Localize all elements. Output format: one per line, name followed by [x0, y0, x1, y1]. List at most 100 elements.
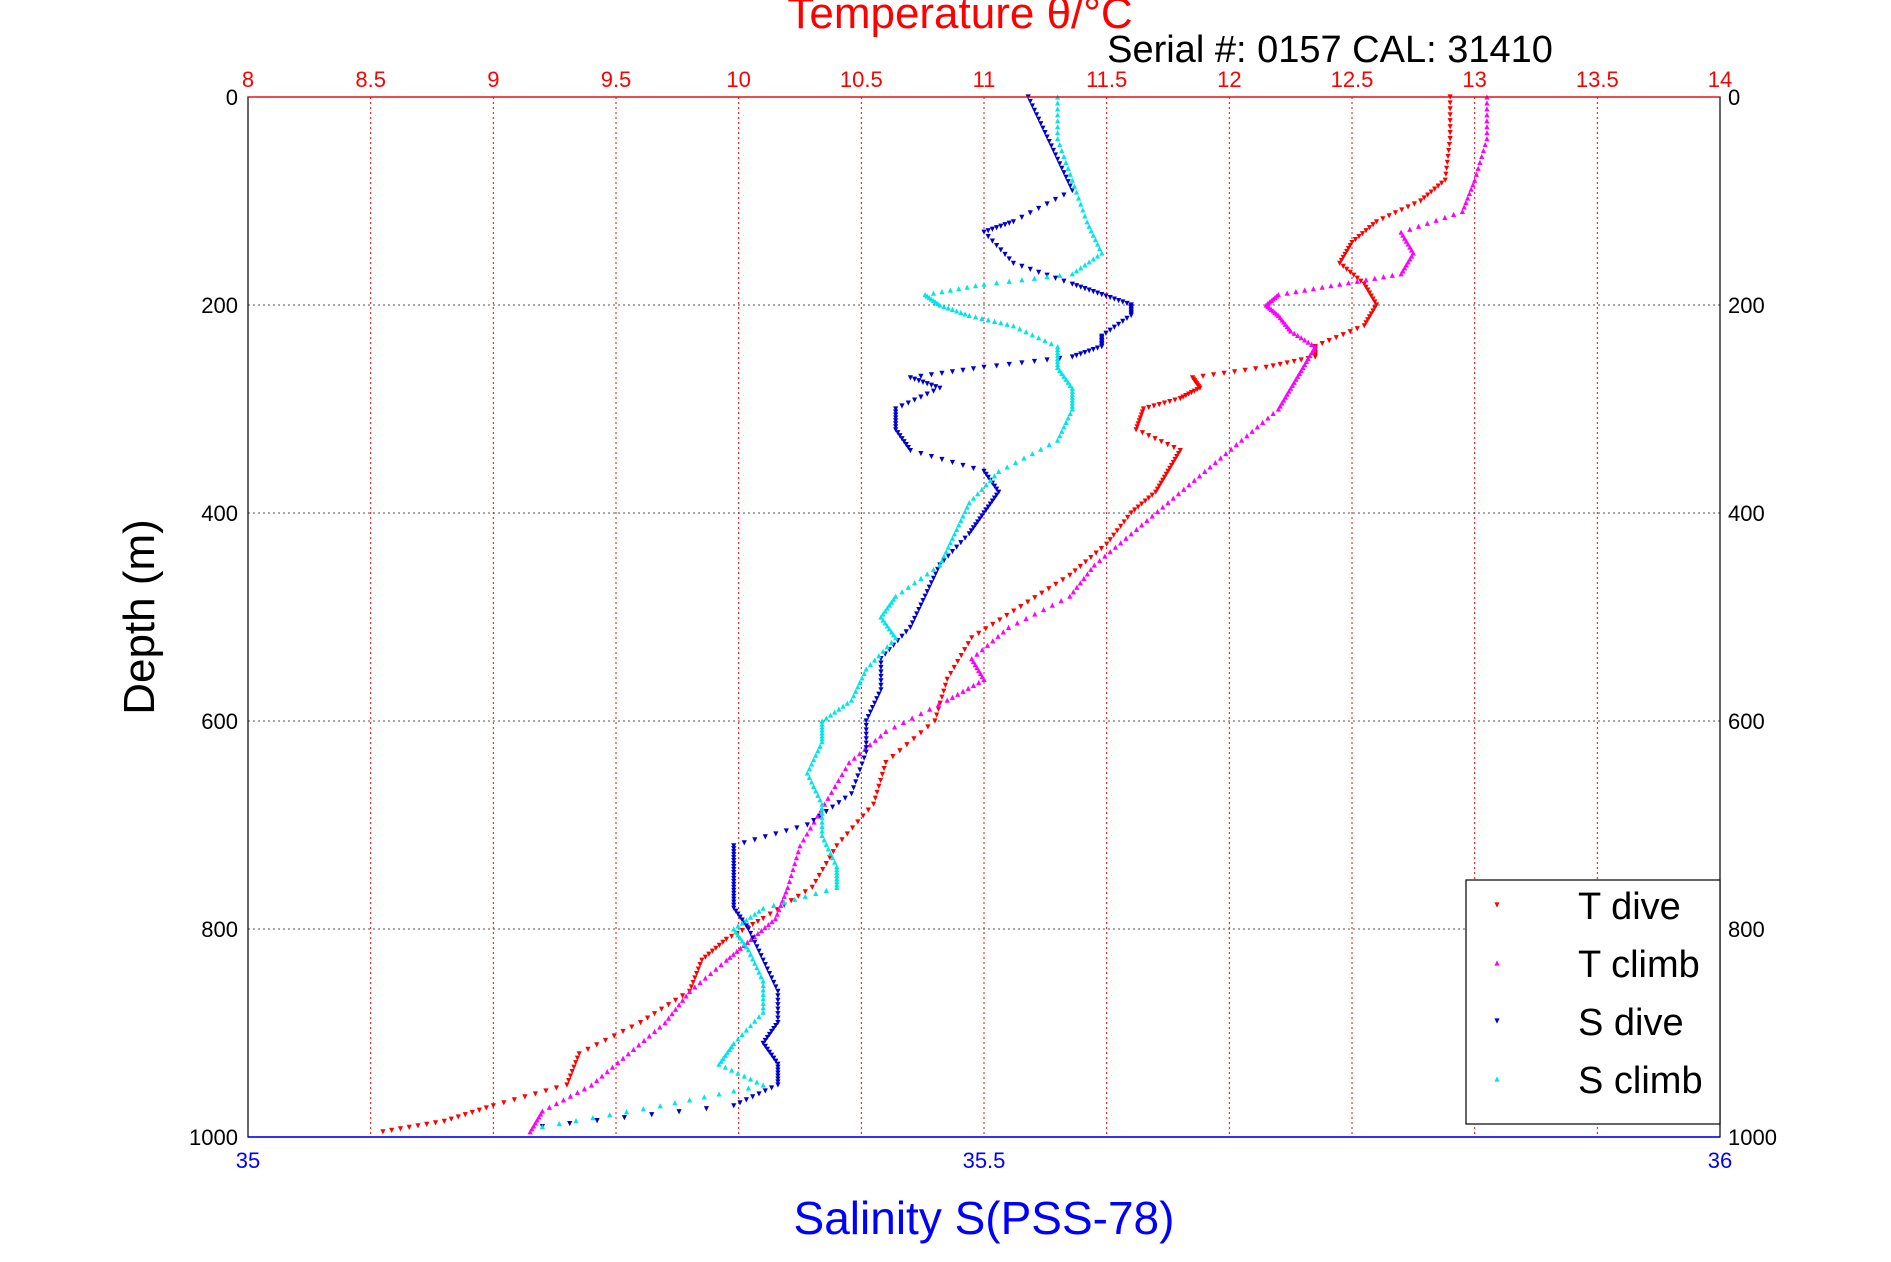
data-point [947, 540, 953, 546]
data-point [441, 1118, 447, 1124]
data-point [807, 825, 814, 831]
data-point [1175, 491, 1182, 497]
data-point [1004, 321, 1010, 327]
data-point [1270, 410, 1276, 417]
data-point [415, 1123, 421, 1129]
data-point [665, 1015, 672, 1021]
data-point [752, 1018, 758, 1024]
data-point [1368, 293, 1374, 299]
data-point [819, 814, 825, 821]
data-point [1181, 486, 1187, 492]
data-point [1239, 437, 1245, 443]
data-point [1055, 156, 1061, 162]
data-point [756, 948, 762, 954]
data-point [794, 825, 800, 831]
data-point [890, 596, 897, 602]
data-point [1065, 415, 1071, 421]
data-point [739, 1031, 745, 1038]
data-point [834, 878, 840, 885]
data-point [1275, 406, 1281, 412]
data-point [1052, 196, 1059, 203]
data-point [1044, 134, 1050, 140]
data-point [731, 858, 737, 864]
data-point [1305, 339, 1311, 345]
data-point [920, 379, 926, 385]
data-point [994, 492, 1000, 498]
data-point [543, 1088, 549, 1094]
data-point [1086, 348, 1092, 354]
data-point [1328, 283, 1334, 289]
data-point [1071, 183, 1078, 189]
data-point [567, 1073, 574, 1079]
data-point [924, 391, 930, 397]
data-point [979, 315, 985, 321]
data-point [1351, 272, 1357, 278]
data-point [876, 653, 882, 659]
legend-box [1465, 879, 1721, 1125]
data-point [775, 997, 781, 1003]
data-point [930, 388, 937, 394]
data-point [1421, 195, 1427, 201]
data-point [747, 1076, 754, 1082]
data-point [747, 1022, 754, 1029]
data-point [912, 580, 918, 586]
data-point [731, 1103, 737, 1109]
data-point [985, 317, 991, 323]
data-point [949, 306, 956, 313]
data-point [1265, 415, 1271, 421]
data-point [1443, 171, 1449, 177]
legend: T dive T climb S dive S climb [1465, 879, 1721, 1125]
data-point [983, 471, 989, 477]
data-point [970, 465, 977, 472]
data-point [1059, 147, 1065, 154]
data-point [706, 951, 712, 957]
data-point [1270, 363, 1276, 369]
data-point [1354, 278, 1360, 284]
data-point [1354, 326, 1360, 332]
data-point [1158, 480, 1164, 486]
data-point [888, 629, 895, 635]
data-point [735, 911, 741, 917]
data-point [836, 706, 842, 712]
data-point [1018, 604, 1024, 610]
data-point [834, 875, 840, 882]
data-point [1135, 504, 1141, 510]
data-point [1059, 165, 1065, 171]
data-point [539, 1124, 545, 1130]
data-point [752, 911, 758, 917]
data-point [727, 954, 733, 960]
data-point [754, 1079, 760, 1085]
data-point [1231, 369, 1238, 375]
data-point [1149, 492, 1155, 498]
data-point [1310, 286, 1317, 292]
data-point [863, 718, 869, 724]
data-point [884, 623, 890, 629]
data-point [1067, 593, 1073, 599]
data-point [960, 688, 966, 694]
data-point [1373, 219, 1380, 225]
data-point [576, 1051, 582, 1057]
data-point [1010, 323, 1017, 329]
data-point [893, 418, 899, 424]
data-point [1363, 284, 1369, 290]
data-point [816, 872, 822, 879]
data-point [1161, 400, 1168, 406]
data-point [991, 473, 998, 479]
data-point [1073, 283, 1080, 289]
data-point [1044, 357, 1050, 363]
data-point [594, 1118, 600, 1124]
data-point [893, 593, 899, 599]
data-point [1065, 165, 1071, 171]
data-point [949, 459, 956, 466]
data-point [585, 1046, 591, 1052]
data-point [941, 553, 947, 559]
data-point [949, 369, 956, 375]
data-point [823, 809, 829, 815]
data-point [1057, 161, 1063, 167]
data-point [764, 1034, 771, 1041]
data-point [716, 1061, 722, 1067]
data-point [769, 975, 775, 981]
data-point [588, 1082, 595, 1088]
data-point [1260, 419, 1266, 425]
data-point [1177, 396, 1183, 402]
